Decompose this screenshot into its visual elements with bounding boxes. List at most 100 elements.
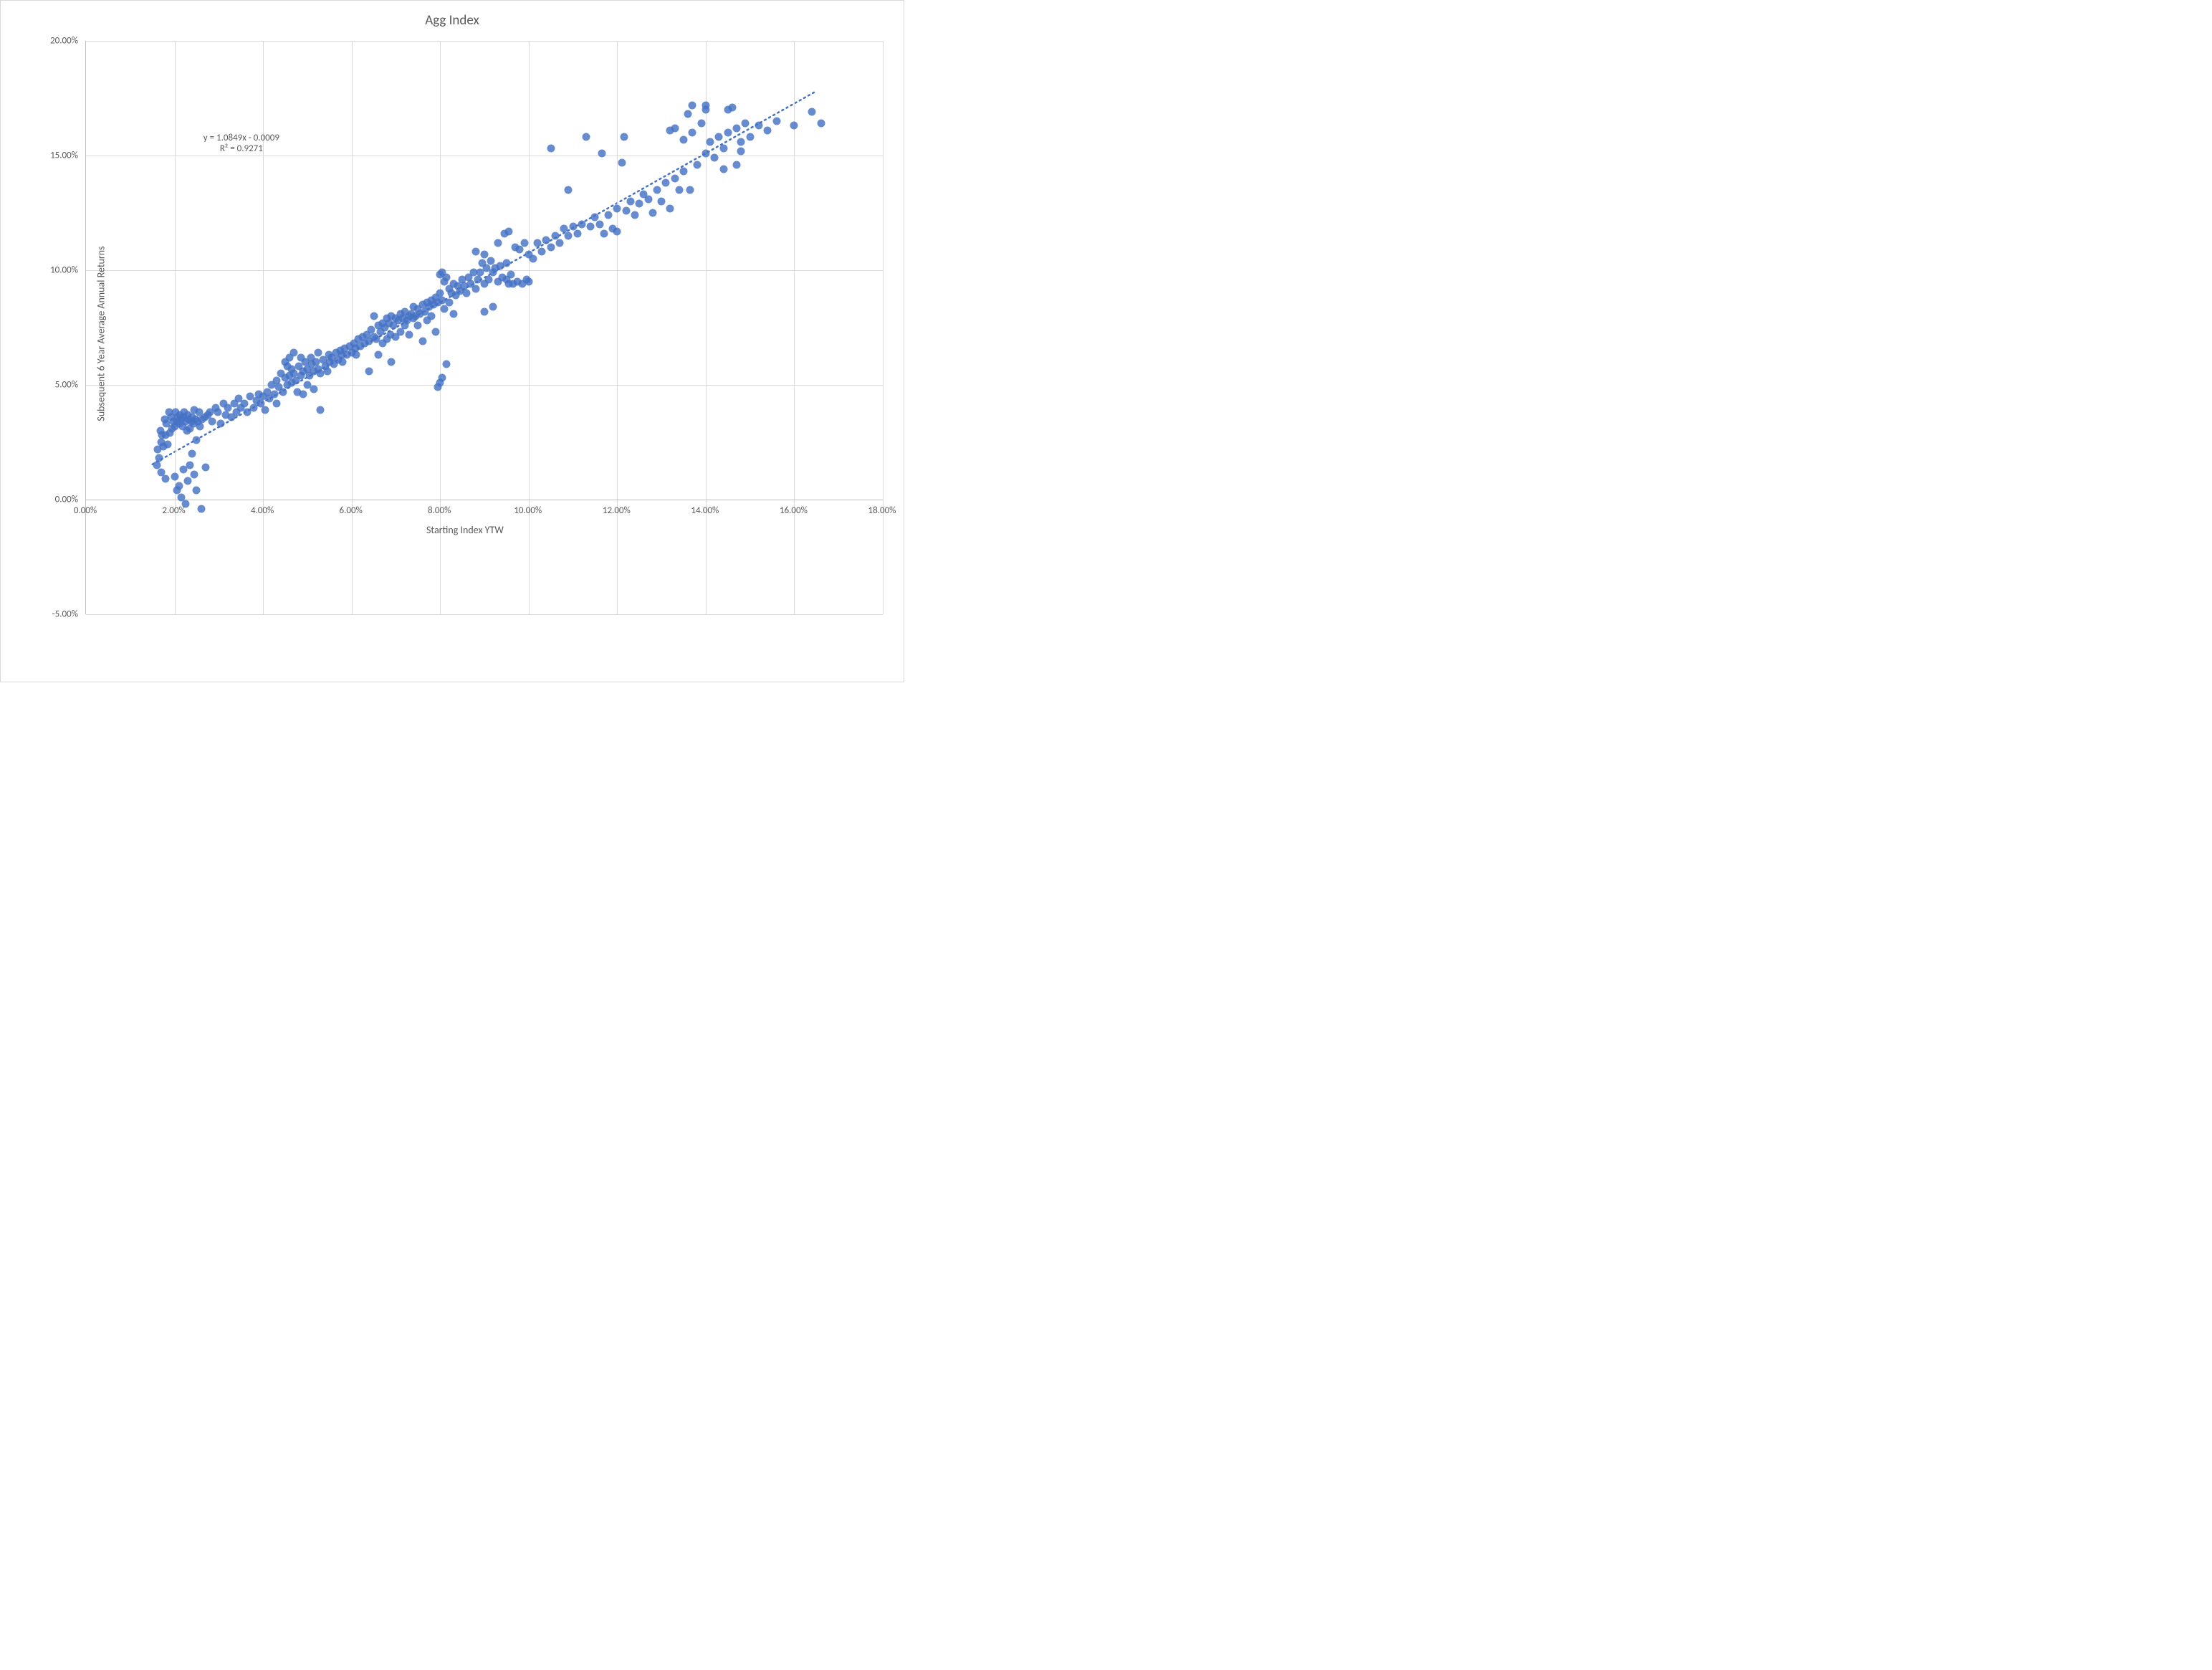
data-point: [653, 186, 661, 194]
x-tick-label: 18.00%: [868, 505, 896, 516]
data-point: [636, 200, 643, 208]
data-point: [671, 124, 679, 132]
gridline-vertical: [175, 41, 176, 614]
data-point: [658, 198, 666, 206]
data-point: [547, 145, 555, 153]
data-point: [310, 386, 318, 393]
data-point: [600, 229, 608, 237]
data-point: [489, 303, 497, 311]
x-tick-label: 2.00%: [162, 505, 185, 516]
data-point: [648, 209, 656, 217]
data-point: [684, 110, 692, 118]
gridline-vertical: [263, 41, 264, 614]
data-point: [441, 305, 449, 313]
data-point: [427, 312, 435, 320]
data-point: [445, 298, 453, 306]
x-tick-label: 14.00%: [691, 505, 719, 516]
data-point: [186, 462, 194, 469]
data-point: [707, 138, 714, 145]
data-point: [711, 154, 719, 162]
data-point: [538, 248, 546, 256]
data-point: [595, 221, 603, 229]
data-point: [162, 475, 170, 483]
y-tick-label: -5.00%: [41, 609, 78, 620]
data-point: [463, 290, 471, 297]
data-point: [578, 221, 585, 229]
data-point: [191, 470, 198, 478]
data-point: [184, 477, 192, 485]
data-point: [414, 321, 422, 329]
data-point: [374, 351, 382, 359]
data-point: [507, 271, 515, 279]
data-point: [193, 436, 201, 444]
data-point: [432, 328, 440, 336]
data-point: [481, 307, 489, 315]
data-point: [388, 358, 396, 366]
data-point: [502, 259, 510, 267]
data-point: [728, 103, 736, 111]
data-point: [241, 399, 249, 407]
data-point: [494, 239, 502, 247]
data-point: [439, 374, 446, 382]
data-point: [365, 367, 373, 375]
gridline-vertical: [529, 41, 530, 614]
y-tick-label: 15.00%: [41, 151, 78, 161]
data-point: [249, 404, 257, 412]
x-tick-label: 0.00%: [74, 505, 97, 516]
data-point: [556, 239, 564, 247]
data-point: [719, 166, 727, 173]
data-point: [764, 126, 772, 134]
data-point: [317, 406, 325, 414]
chart-title: Agg Index: [1, 12, 904, 29]
data-point: [755, 122, 763, 130]
data-point: [746, 133, 754, 141]
data-point: [370, 312, 378, 320]
data-point: [418, 338, 426, 345]
data-point: [443, 273, 451, 281]
x-tick-label: 12.00%: [603, 505, 631, 516]
data-point: [790, 122, 798, 130]
data-point: [449, 310, 457, 318]
data-point: [270, 390, 278, 398]
data-point: [272, 399, 280, 407]
data-point: [504, 227, 512, 235]
gridline-horizontal: [86, 41, 883, 42]
data-point: [666, 204, 674, 212]
data-point: [742, 120, 750, 128]
regression-equation: y = 1.0849x - 0.0009 R² = 0.9271: [204, 133, 279, 154]
data-point: [262, 406, 269, 414]
data-point: [323, 367, 331, 375]
data-point: [352, 351, 360, 359]
data-point: [485, 275, 493, 283]
data-point: [702, 149, 709, 157]
data-point: [620, 133, 628, 141]
data-point: [525, 278, 532, 286]
data-point: [339, 358, 347, 366]
data-point: [715, 133, 723, 141]
data-point: [675, 186, 683, 194]
x-tick-label: 6.00%: [339, 505, 362, 516]
data-point: [201, 464, 209, 472]
data-point: [405, 330, 413, 338]
data-point: [155, 454, 163, 462]
data-point: [613, 204, 621, 212]
data-point: [196, 422, 204, 430]
data-point: [686, 186, 694, 194]
data-point: [697, 120, 705, 128]
data-point: [443, 361, 451, 368]
data-point: [808, 108, 816, 116]
data-point: [724, 129, 732, 137]
data-point: [547, 244, 555, 252]
data-point: [671, 175, 679, 183]
data-point: [529, 255, 537, 263]
data-point: [733, 124, 741, 132]
gridline-horizontal: [86, 614, 883, 615]
data-point: [604, 211, 612, 219]
data-point: [565, 186, 573, 194]
data-point: [175, 482, 183, 490]
gridline-vertical: [706, 41, 707, 614]
data-point: [737, 138, 745, 145]
gridline-vertical: [352, 41, 353, 614]
data-point: [520, 239, 528, 247]
data-point: [299, 390, 307, 398]
